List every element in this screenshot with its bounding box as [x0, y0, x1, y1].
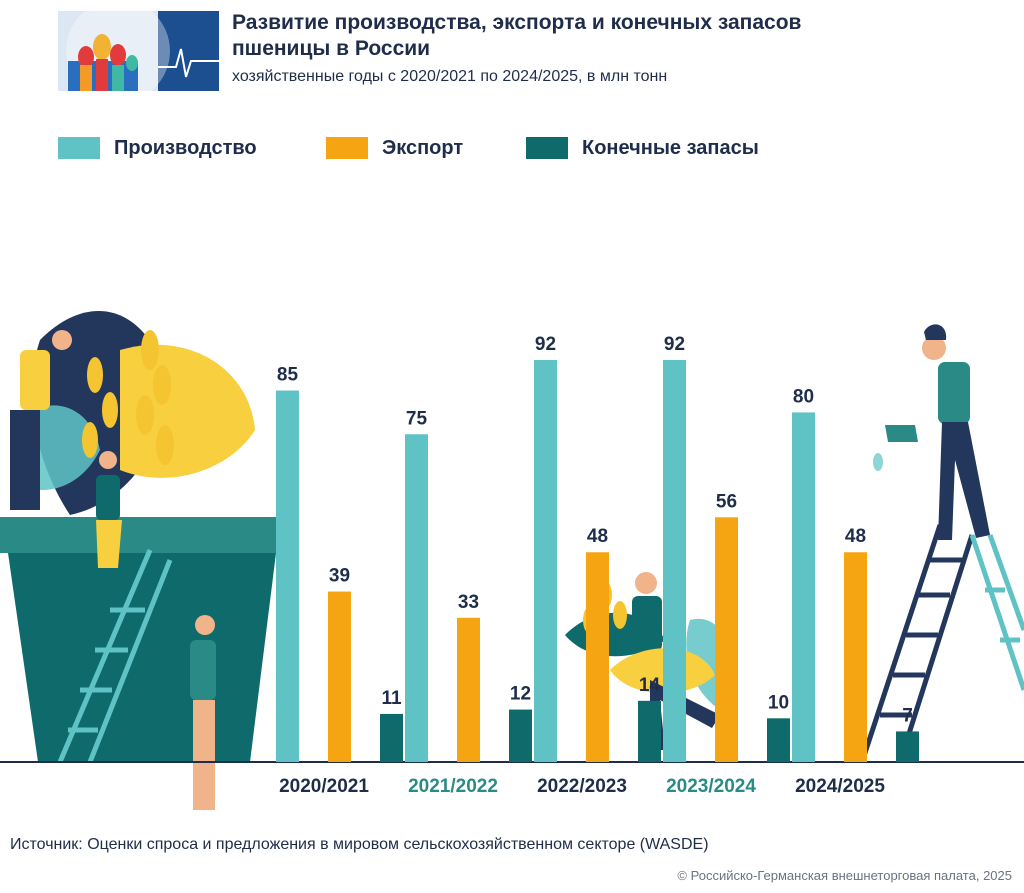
legend-item-production: Производство [58, 133, 257, 163]
x-tick-2022-2023: 2022/2023 [537, 776, 627, 797]
x-tick-2021-2022: 2021/2022 [408, 776, 498, 797]
value-labels-layer: 85 39 11 75 33 12 92 48 14 92 56 10 80 48 7 [277, 334, 913, 726]
x-tick-labels-layer: 2020/2021 2021/2022 2022/2023 2023/2024 2024… [279, 776, 885, 797]
x-tick-2020-2021: 2020/2021 [279, 776, 369, 797]
legend-swatch-export [326, 137, 368, 159]
value-label-production-2021-2022: 75 [406, 408, 428, 429]
bars-layer [276, 359, 919, 762]
left-illustration [0, 311, 285, 810]
bar-export-2023-2024 [715, 517, 738, 762]
value-label-stocks-2024-2025: 7 [902, 705, 913, 726]
value-label-stocks-2020-2021: 11 [381, 688, 402, 709]
chart-title: Развитие производства, экспорта и конечн… [232, 11, 802, 60]
chart-subtitle: хозяйственные годы с 2020/2021 по 2024/2… [232, 68, 668, 85]
value-label-stocks-2023-2024: 10 [768, 692, 789, 713]
value-label-production-2023-2024: 92 [664, 334, 685, 355]
legend-swatch-production [58, 137, 100, 159]
bar-production-2022-2023 [534, 359, 557, 762]
bar-export-2024-2025 [844, 552, 867, 762]
value-label-export-2024-2025: 48 [845, 526, 866, 547]
bar-production-2023-2024 [663, 359, 686, 762]
value-label-export-2021-2022: 33 [458, 592, 479, 613]
value-label-export-2023-2024: 56 [716, 491, 737, 512]
value-label-production-2020-2021: 85 [277, 365, 299, 386]
value-label-stocks-2021-2022: 12 [510, 684, 531, 705]
value-label-production-2022-2023: 92 [535, 334, 556, 355]
legend-label-export: Экспорт [382, 136, 464, 159]
bar-stocks-2023-2024 [767, 718, 790, 762]
value-label-stocks-2022-2023: 14 [639, 675, 661, 696]
bar-stocks-2024-2025 [896, 731, 919, 762]
x-tick-2023-2024: 2023/2024 [666, 776, 756, 797]
bar-export-2021-2022 [457, 617, 480, 762]
right-illustration [859, 324, 1024, 763]
bar-production-2024-2025 [792, 412, 815, 762]
legend-label-stocks: Конечные запасы [582, 136, 759, 159]
legend-label-production: Производство [114, 136, 257, 159]
bar-stocks-2020-2021 [380, 713, 403, 762]
legend: Производство Экспорт Конечные запасы [58, 133, 958, 163]
source-note: Источник: Оценки спроса и предложения в … [10, 836, 709, 853]
value-label-export-2020-2021: 39 [329, 566, 350, 587]
legend-item-export: Экспорт [326, 133, 463, 163]
copyright-note: © Российско-Германская внешнеторговая па… [677, 868, 1012, 883]
bar-production-2020-2021 [276, 390, 299, 762]
bar-stocks-2022-2023 [638, 700, 661, 762]
x-tick-2024-2025: 2024/2025 [795, 776, 885, 797]
header: Развитие производства, экспорта и конечн… [232, 10, 1012, 86]
bar-stocks-2021-2022 [509, 709, 532, 762]
value-label-production-2024-2025: 80 [793, 386, 814, 407]
bar-export-2020-2021 [328, 591, 351, 762]
legend-swatch-stocks [526, 137, 568, 159]
bar-production-2021-2022 [405, 434, 428, 762]
legend-item-stocks: Конечные запасы [526, 133, 759, 163]
chamber-logo [58, 11, 219, 91]
value-label-export-2022-2023: 48 [587, 526, 608, 547]
bar-export-2022-2023 [586, 552, 609, 762]
